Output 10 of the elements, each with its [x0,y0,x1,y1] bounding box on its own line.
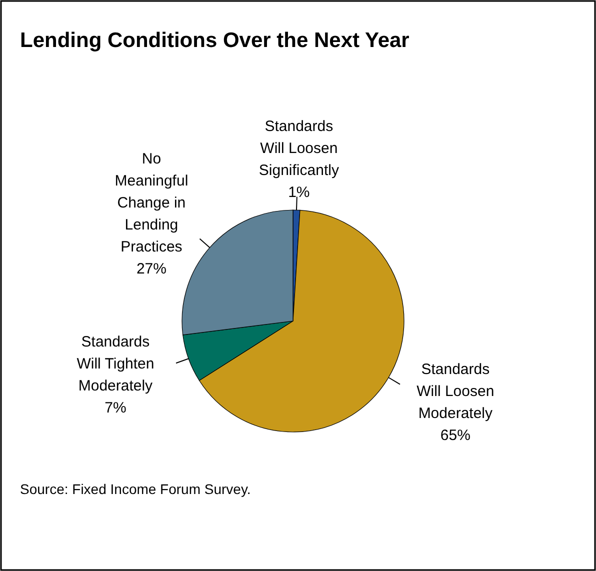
source-note: Source: Fixed Income Forum Survey. [20,481,251,497]
data-label: 7% [104,400,126,417]
slice-label: Standards Will Loosen Significantly [258,118,340,180]
slice-label: No Meaningful Change in Lending Practices [114,150,188,256]
data-label: 65% [440,426,470,444]
data-label: 1% [288,184,310,202]
data-label: 27% [136,260,166,278]
legend-label: Standards Will Tighten Moderately [76,334,154,395]
slice-label: Standards Will Loosen Moderately [416,360,494,422]
chart-title: Lending Conditions Over the Next Year [20,29,410,52]
